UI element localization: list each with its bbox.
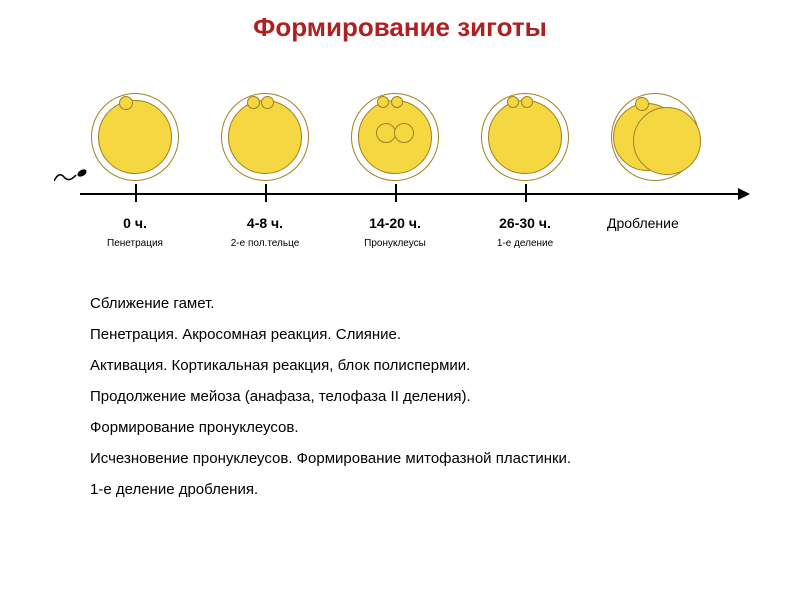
sub-label-1: 2-е пол.тельце xyxy=(231,238,300,249)
sub-label-2: Пронуклеусы xyxy=(364,238,426,249)
polar-body xyxy=(635,97,649,111)
cell-inner-3 xyxy=(488,100,562,174)
process-step-6: 1-е деление дробления. xyxy=(90,481,800,498)
process-step-5: Исчезновение пронуклеусов. Формирование … xyxy=(90,450,800,467)
end-label: Дробление xyxy=(607,215,679,231)
polar-body-1 xyxy=(391,96,403,108)
time-label-1: 4-8 ч. xyxy=(247,215,283,231)
pronucleus-1 xyxy=(394,123,414,143)
timeline-axis xyxy=(80,193,740,195)
polar-body-0 xyxy=(377,96,389,108)
sperm-icon xyxy=(54,163,94,193)
pronucleus-0 xyxy=(376,123,396,143)
cell-inner-0 xyxy=(98,100,172,174)
sub-label-3: 1-е деление xyxy=(497,238,553,249)
tick-3 xyxy=(525,184,527,202)
arrowhead-icon xyxy=(738,188,750,200)
tick-1 xyxy=(265,184,267,202)
time-label-3: 26-30 ч. xyxy=(499,215,551,231)
polar-body-0 xyxy=(247,96,260,109)
tick-2 xyxy=(395,184,397,202)
process-step-2: Активация. Кортикальная реакция, блок по… xyxy=(90,357,800,374)
process-step-3: Продолжение мейоза (анафаза, телофаза ІІ… xyxy=(90,388,800,405)
polar-body-1 xyxy=(119,96,133,110)
polar-body-1 xyxy=(521,96,533,108)
process-steps-list: Сближение гамет. Пенетрация. Акросомная р… xyxy=(0,273,800,498)
time-label-2: 14-20 ч. xyxy=(369,215,421,231)
polar-body-1 xyxy=(261,96,274,109)
process-step-0: Сближение гамет. xyxy=(90,295,800,312)
sub-label-0: Пенетрация xyxy=(107,238,163,249)
polar-body-0 xyxy=(507,96,519,108)
tick-0 xyxy=(135,184,137,202)
time-label-0: 0 ч. xyxy=(123,215,147,231)
blastomere-right xyxy=(633,107,701,175)
page-title: Формирование зиготы xyxy=(0,0,800,43)
process-step-4: Формирование пронуклеусов. xyxy=(90,419,800,436)
zygote-diagram: 0 ч. Пенетрация 4-8 ч. 2-е пол.тельце 14-20 … xyxy=(0,43,800,273)
cell-inner-1 xyxy=(228,100,302,174)
process-step-1: Пенетрация. Акросомная реакция. Слияние. xyxy=(90,326,800,343)
